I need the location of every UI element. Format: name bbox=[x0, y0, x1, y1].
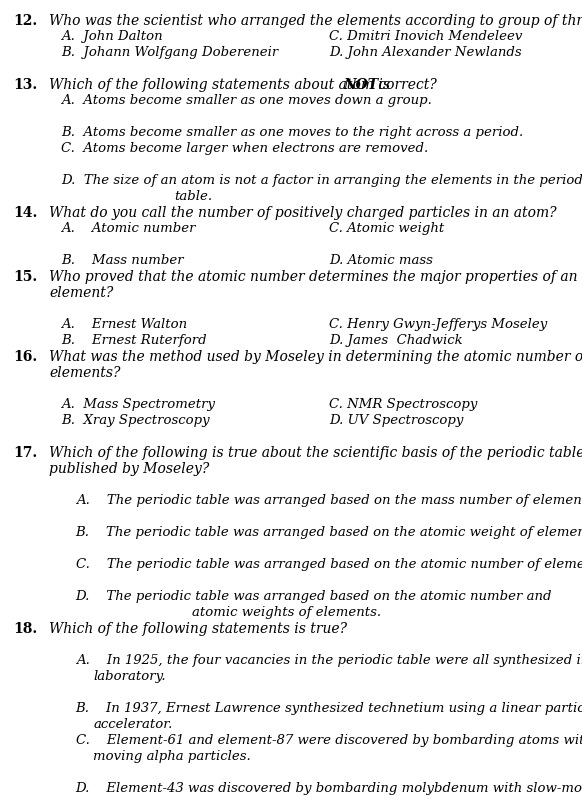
Text: C. NMR Spectroscopy: C. NMR Spectroscopy bbox=[329, 397, 477, 410]
Text: A.    In 1925, the four vacancies in the periodic table were all synthesized in : A. In 1925, the four vacancies in the pe… bbox=[76, 653, 582, 666]
Text: Which of the following statements about atom is: Which of the following statements about … bbox=[49, 78, 395, 92]
Text: 13.: 13. bbox=[13, 78, 37, 92]
Text: D.    Element-43 was discovered by bombarding molybdenum with slow-moving: D. Element-43 was discovered by bombardi… bbox=[76, 781, 582, 794]
Text: B.    In 1937, Ernest Lawrence synthesized technetium using a linear particle: B. In 1937, Ernest Lawrence synthesized … bbox=[76, 701, 582, 714]
Text: table.: table. bbox=[175, 190, 213, 202]
Text: Who was the scientist who arranged the elements according to group of three?: Who was the scientist who arranged the e… bbox=[49, 14, 582, 28]
Text: accelerator.: accelerator. bbox=[93, 717, 172, 730]
Text: 16.: 16. bbox=[13, 349, 37, 364]
Text: A.    Ernest Walton: A. Ernest Walton bbox=[61, 318, 187, 331]
Text: Which of the following statements is true?: Which of the following statements is tru… bbox=[49, 622, 347, 635]
Text: laboratory.: laboratory. bbox=[93, 669, 166, 683]
Text: C. Atomic weight: C. Atomic weight bbox=[329, 222, 444, 234]
Text: 15.: 15. bbox=[13, 270, 37, 283]
Text: A.  John Dalton: A. John Dalton bbox=[61, 30, 163, 43]
Text: B.    The periodic table was arranged based on the atomic weight of elements.: B. The periodic table was arranged based… bbox=[76, 525, 582, 538]
Text: B.  Xray Spectroscopy: B. Xray Spectroscopy bbox=[61, 414, 210, 426]
Text: atomic weights of elements.: atomic weights of elements. bbox=[192, 605, 381, 618]
Text: A.  Mass Spectrometry: A. Mass Spectrometry bbox=[61, 397, 215, 410]
Text: element?: element? bbox=[49, 286, 114, 300]
Text: A.    The periodic table was arranged based on the mass number of elements.: A. The periodic table was arranged based… bbox=[76, 493, 582, 507]
Text: correct?: correct? bbox=[374, 78, 437, 92]
Text: D. James  Chadwick: D. James Chadwick bbox=[329, 333, 463, 347]
Text: What was the method used by Moseley in determining the atomic number of: What was the method used by Moseley in d… bbox=[49, 349, 582, 364]
Text: C. Dmitri Inovich Mendeleev: C. Dmitri Inovich Mendeleev bbox=[329, 30, 522, 43]
Text: 14.: 14. bbox=[13, 206, 37, 220]
Text: D. Atomic mass: D. Atomic mass bbox=[329, 254, 432, 267]
Text: 12.: 12. bbox=[13, 14, 37, 28]
Text: C.    Element-61 and element-87 were discovered by bombarding atoms with fast-: C. Element-61 and element-87 were discov… bbox=[76, 733, 582, 746]
Text: D. John Alexander Newlands: D. John Alexander Newlands bbox=[329, 46, 521, 59]
Text: elements?: elements? bbox=[49, 365, 121, 380]
Text: moving alpha particles.: moving alpha particles. bbox=[93, 749, 251, 762]
Text: 18.: 18. bbox=[13, 622, 37, 635]
Text: What do you call the number of positively charged particles in an atom?: What do you call the number of positivel… bbox=[49, 206, 557, 220]
Text: B.    Ernest Ruterford: B. Ernest Ruterford bbox=[61, 333, 207, 347]
Text: Which of the following is true about the scientific basis of the periodic table : Which of the following is true about the… bbox=[49, 446, 582, 459]
Text: B.  Johann Wolfgang Dobereneir: B. Johann Wolfgang Dobereneir bbox=[61, 46, 278, 59]
Text: NOT: NOT bbox=[343, 78, 378, 92]
Text: 17.: 17. bbox=[13, 446, 37, 459]
Text: C.  Atoms become larger when electrons are removed.: C. Atoms become larger when electrons ar… bbox=[61, 142, 428, 155]
Text: published by Moseley?: published by Moseley? bbox=[49, 462, 210, 475]
Text: D. UV Spectroscopy: D. UV Spectroscopy bbox=[329, 414, 463, 426]
Text: D.    The periodic table was arranged based on the atomic number and: D. The periodic table was arranged based… bbox=[76, 589, 552, 602]
Text: B.    Mass number: B. Mass number bbox=[61, 254, 184, 267]
Text: A.    Atomic number: A. Atomic number bbox=[61, 222, 196, 234]
Text: C.    The periodic table was arranged based on the atomic number of elements.: C. The periodic table was arranged based… bbox=[76, 557, 582, 570]
Text: Who proved that the atomic number determines the major properties of an: Who proved that the atomic number determ… bbox=[49, 270, 578, 283]
Text: A.  Atoms become smaller as one moves down a group.: A. Atoms become smaller as one moves dow… bbox=[61, 94, 432, 107]
Text: C. Henry Gwyn-Jefferys Moseley: C. Henry Gwyn-Jefferys Moseley bbox=[329, 318, 547, 331]
Text: B.  Atoms become smaller as one moves to the right across a period.: B. Atoms become smaller as one moves to … bbox=[61, 126, 523, 139]
Text: D.  The size of an atom is not a factor in arranging the elements in the periodi: D. The size of an atom is not a factor i… bbox=[61, 173, 582, 187]
